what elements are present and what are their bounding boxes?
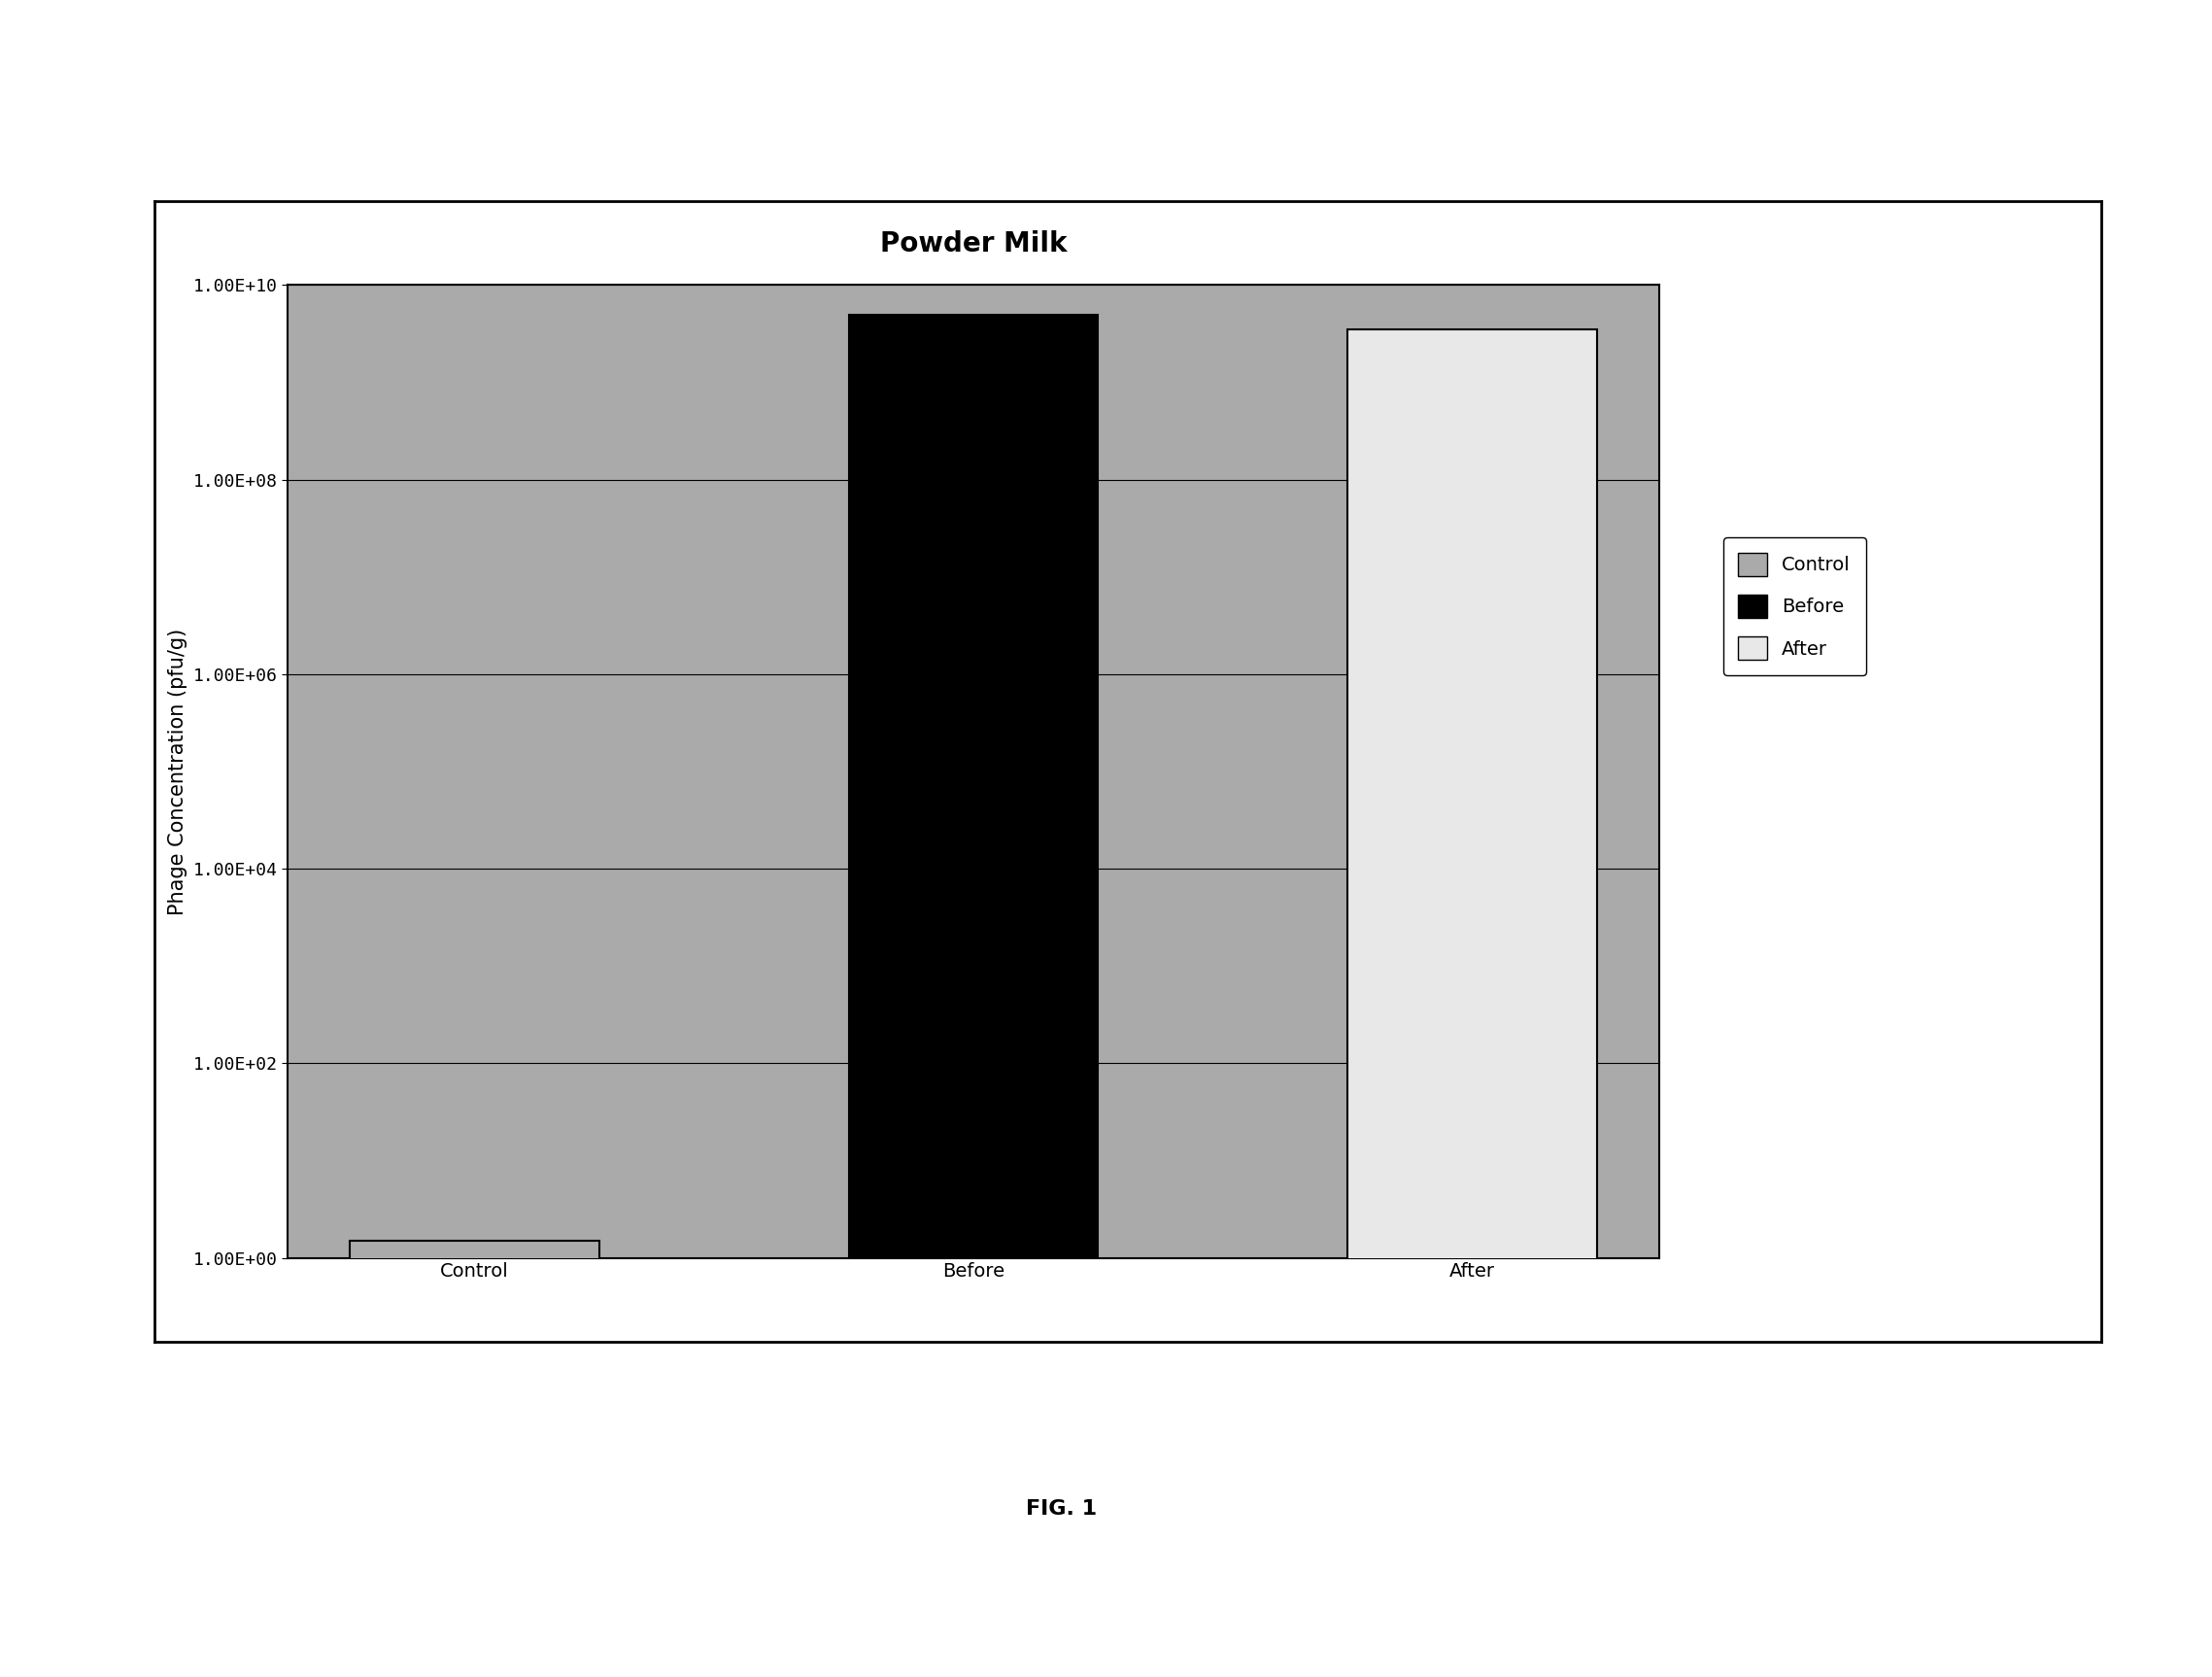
Text: FIG. 1: FIG. 1 [1026,1499,1097,1519]
Bar [349,1241,599,1677]
Bar [849,314,1097,1677]
Legend: Control, Before, After: Control, Before, After [1723,538,1865,674]
Bar [1347,329,1597,1677]
Title: Powder Milk: Powder Milk [880,230,1066,257]
Y-axis label: Phage Concentration (pfu/g): Phage Concentration (pfu/g) [168,627,188,916]
